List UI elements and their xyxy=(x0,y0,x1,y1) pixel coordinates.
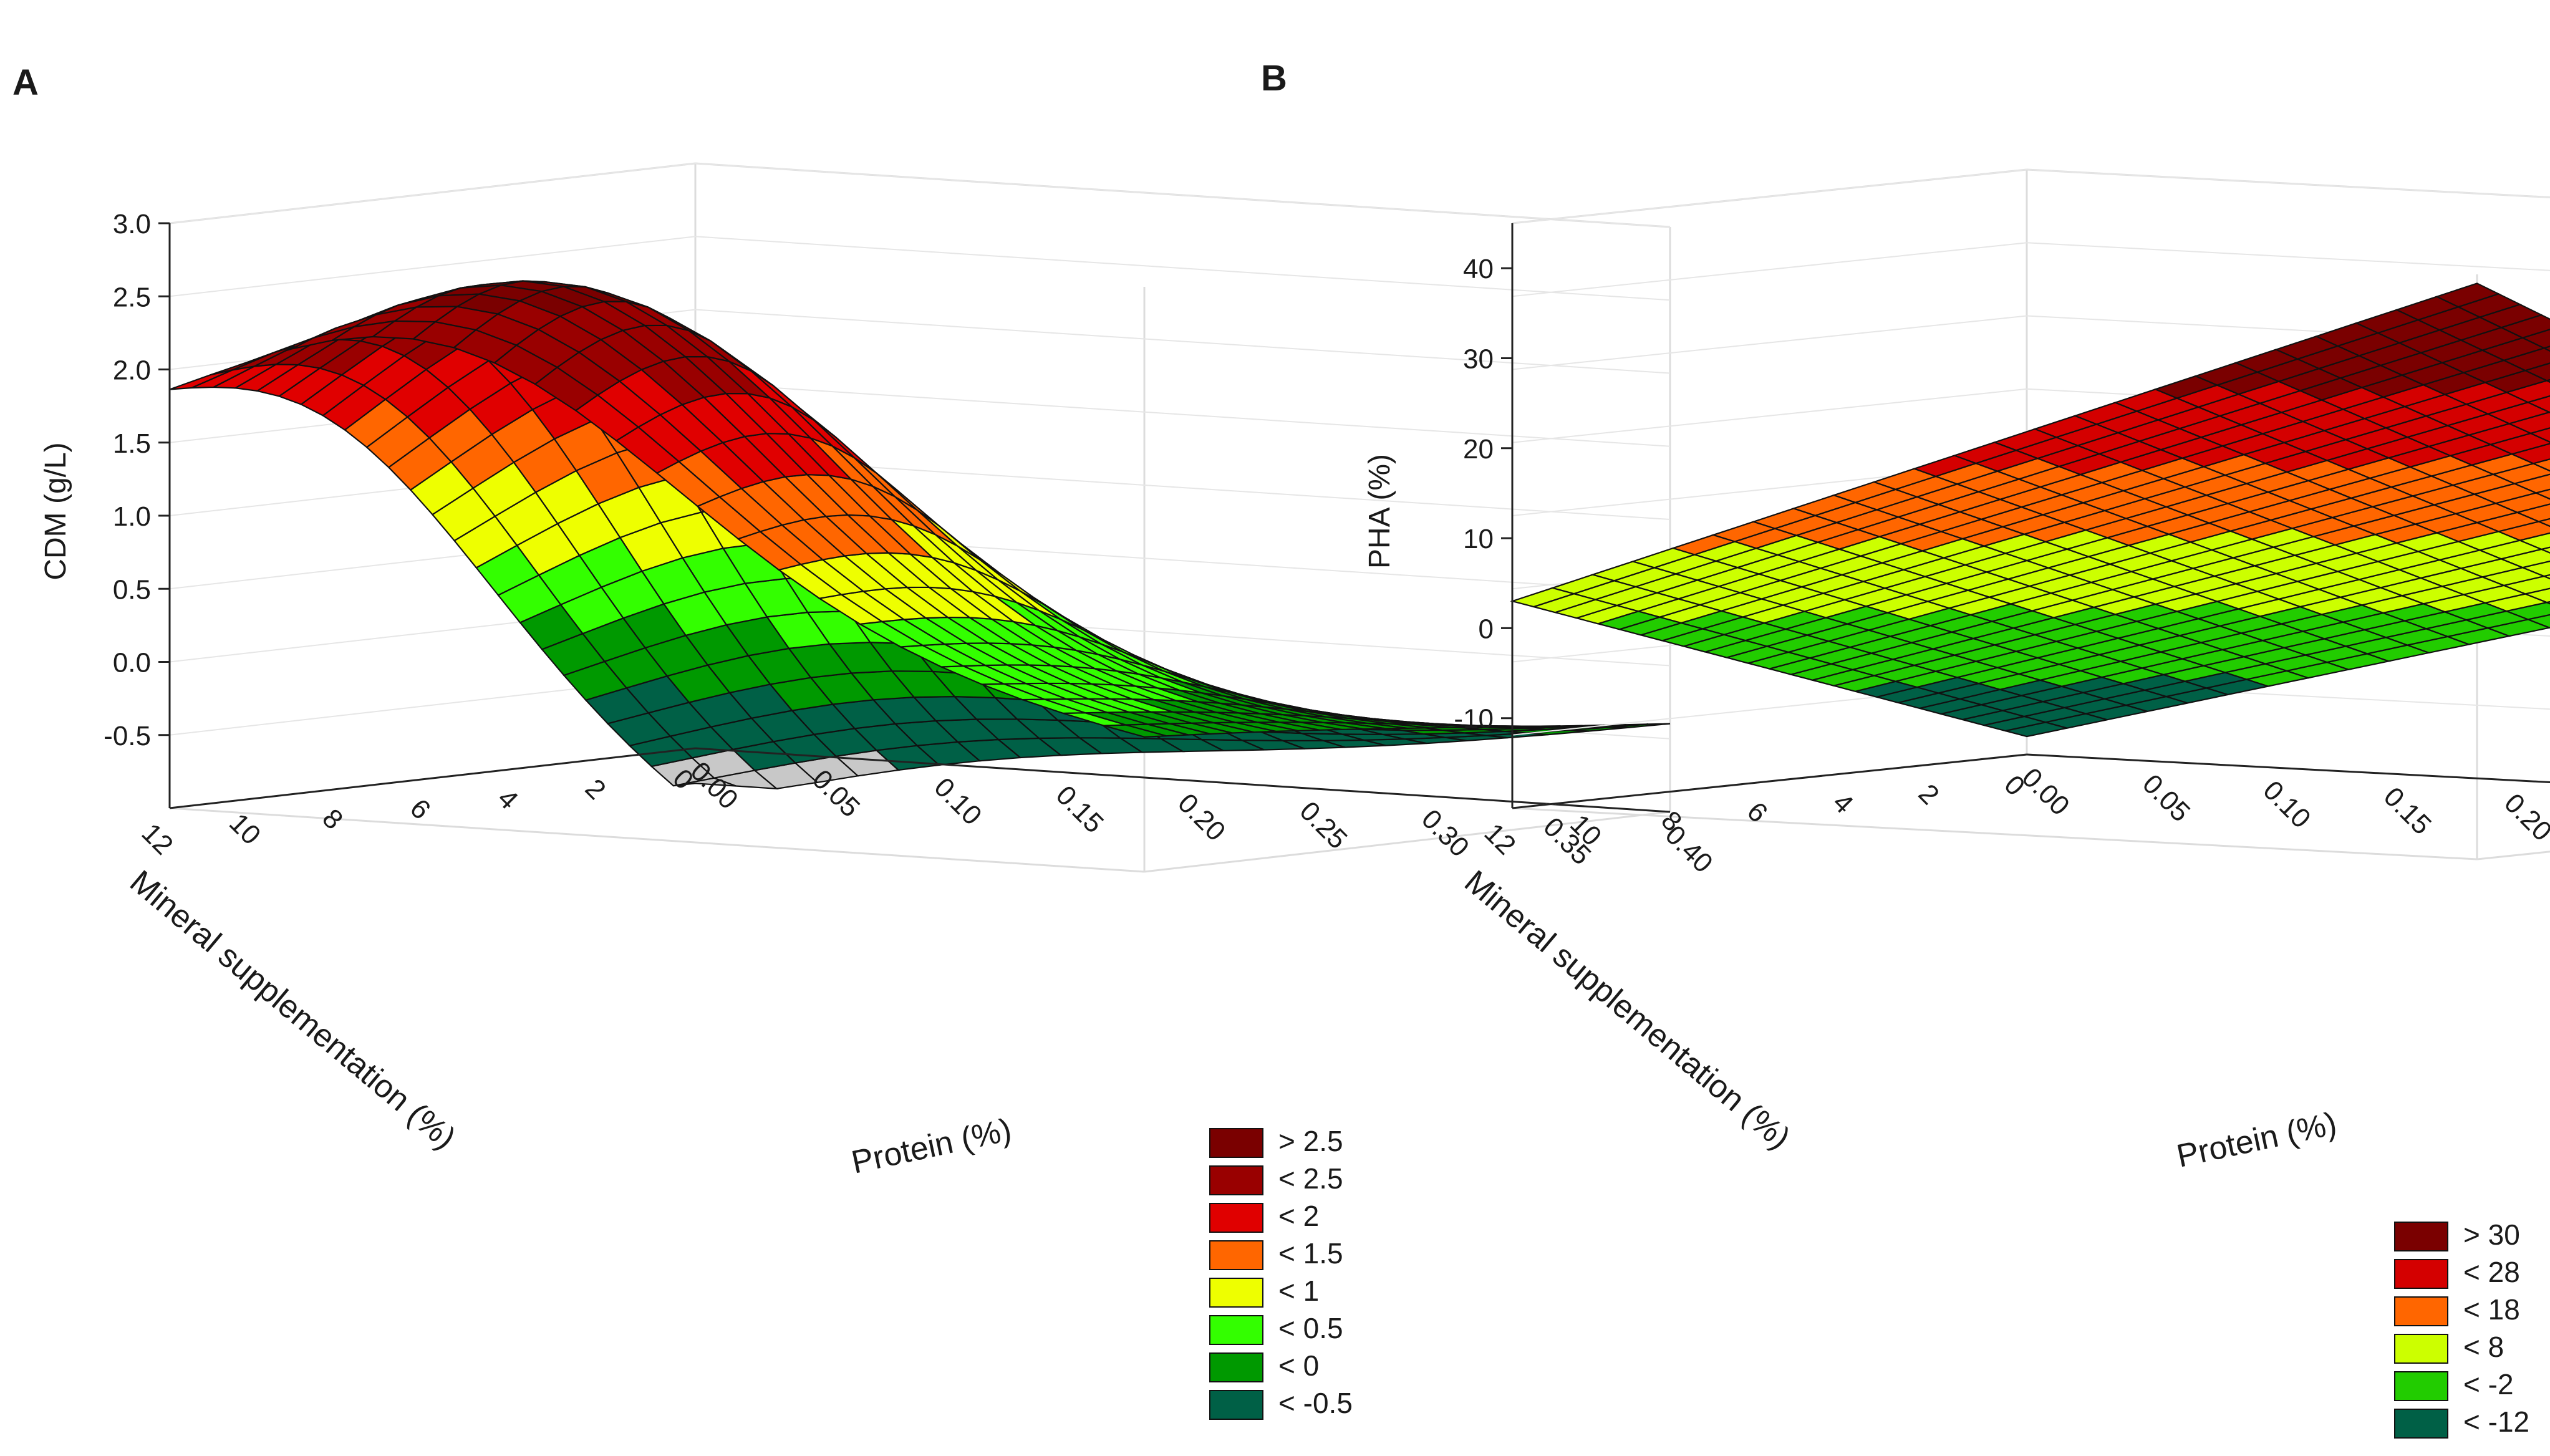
a-z-tick-label: 0.0 xyxy=(113,648,151,678)
a-legend-label: < 0.5 xyxy=(1278,1312,1343,1344)
b-legend-label: < -12 xyxy=(2463,1405,2529,1438)
a-x-tick-label: 6 xyxy=(404,793,437,826)
a-y-tick-label: 0.25 xyxy=(1294,796,1353,855)
chart-a-x-axis-label: Mineral supplementation (%) xyxy=(123,864,462,1157)
chart-a-legend: > 2.5 < 2.5 < 2 < 1.5 < 1 < 0.5 < 0 < -0.5 xyxy=(1209,1125,1353,1420)
a-y-tick-label: 0.10 xyxy=(928,772,987,831)
b-y-axis xyxy=(2026,753,2550,783)
a-y-axis xyxy=(695,747,1671,813)
a-legend-swatch xyxy=(1209,1390,1263,1420)
a-box-edge xyxy=(169,807,1145,873)
a-x-tick-label: 2 xyxy=(579,773,612,806)
a-legend-label: < 2 xyxy=(1278,1200,1319,1232)
b-grid-line xyxy=(1512,315,2550,370)
b-x-tick-label: 6 xyxy=(1741,796,1774,829)
a-legend-swatch xyxy=(1209,1278,1263,1308)
b-legend-label: < -2 xyxy=(2463,1368,2514,1401)
b-legend-label: < 8 xyxy=(2463,1331,2504,1363)
a-z-tick-label: 1.0 xyxy=(113,501,151,532)
a-z-tick-label: 1.5 xyxy=(113,428,151,459)
a-legend-label: < -0.5 xyxy=(1278,1387,1353,1419)
a-legend-label: < 1.5 xyxy=(1278,1237,1343,1270)
a-legend-label: < 2.5 xyxy=(1278,1162,1343,1195)
a-z-tick-label: 2.5 xyxy=(113,282,151,312)
b-legend-swatch xyxy=(2394,1222,2448,1251)
chart-a-z-axis-label: CDM (g/L) xyxy=(39,442,72,580)
a-legend-swatch xyxy=(1209,1240,1263,1270)
chart-b-legend: > 30 < 28 < 18 < 8 < -2 < -12 xyxy=(2394,1218,2529,1439)
b-legend-swatch xyxy=(2394,1296,2448,1326)
a-legend-swatch xyxy=(1209,1165,1263,1195)
b-z-tick-label: 10 xyxy=(1463,524,1494,554)
b-x-tick-label: 12 xyxy=(1479,817,1522,861)
b-z-tick-label: 40 xyxy=(1463,254,1494,284)
b-y-tick-label: 0.00 xyxy=(2016,762,2075,821)
a-z-tick-label: -0.5 xyxy=(104,721,151,751)
b-z-tick-label: 30 xyxy=(1463,344,1494,374)
b-box-edge xyxy=(1512,807,2478,861)
b-grid-line xyxy=(1512,388,2550,443)
b-surface-cell xyxy=(1510,587,1577,608)
a-legend-swatch xyxy=(1209,1128,1263,1158)
b-x-tick-label: 4 xyxy=(1827,787,1859,819)
b-y-tick-label: 0.20 xyxy=(2498,788,2550,847)
a-z-tick-label: 3.0 xyxy=(113,209,151,239)
b-z-tick-label: 0 xyxy=(1479,614,1494,644)
b-z-tick-label: -10 xyxy=(1454,704,1494,735)
a-x-tick-label: 12 xyxy=(136,817,179,861)
b-z-tick-label: 20 xyxy=(1463,434,1494,465)
a-z-tick-label: 2.0 xyxy=(113,355,151,386)
chart-b-y-axis-label: Protein (%) xyxy=(2173,1106,2339,1175)
b-legend-label: < 18 xyxy=(2463,1293,2520,1326)
b-x-axis xyxy=(1512,753,2027,809)
a-x-axis xyxy=(169,747,696,809)
a-z-tick-label: 0.5 xyxy=(113,574,151,605)
a-grid-line xyxy=(169,236,1671,301)
b-y-tick-label: 0.05 xyxy=(2137,768,2196,827)
a-x-tick-label: 4 xyxy=(491,783,524,816)
b-grid-line xyxy=(1512,168,2550,224)
b-box-edge xyxy=(2026,168,2550,198)
panel-a-label: A xyxy=(12,62,39,103)
a-legend-label: > 2.5 xyxy=(1278,1125,1343,1157)
b-y-tick-label: 0.10 xyxy=(2257,775,2316,834)
a-legend-swatch xyxy=(1209,1203,1263,1233)
a-y-tick-label: 0.30 xyxy=(1416,804,1475,863)
a-legend-label: < 1 xyxy=(1278,1275,1319,1307)
chart-b-z-axis-label: PHA (%) xyxy=(1363,454,1396,569)
b-legend-swatch xyxy=(2394,1409,2448,1439)
panel-b-label: B xyxy=(1261,58,1287,99)
b-legend-swatch xyxy=(2394,1371,2448,1401)
b-legend-label: > 30 xyxy=(2463,1218,2520,1251)
chart-a-y-axis-label: Protein (%) xyxy=(848,1112,1014,1181)
b-x-tick-label: 2 xyxy=(1913,778,1945,811)
b-grid-line xyxy=(1512,242,2550,297)
a-legend-swatch xyxy=(1209,1315,1263,1345)
a-grid-line xyxy=(169,162,1671,228)
chart-b-x-axis-label: Mineral supplementation (%) xyxy=(1457,864,1797,1157)
a-box-edge xyxy=(1144,811,1671,873)
a-surface-cell xyxy=(169,369,233,390)
b-y-tick-label: 0.15 xyxy=(2378,781,2437,841)
chart-b-surface xyxy=(1510,282,2550,738)
b-legend-label: < 28 xyxy=(2463,1256,2520,1288)
b-legend-swatch xyxy=(2394,1334,2448,1364)
a-legend-label: < 0 xyxy=(1278,1349,1319,1382)
a-y-tick-label: 0.15 xyxy=(1050,779,1109,839)
a-y-tick-label: 0.20 xyxy=(1172,788,1231,847)
a-legend-swatch xyxy=(1209,1352,1263,1382)
chart-a-surface xyxy=(169,280,1671,790)
b-legend-swatch xyxy=(2394,1259,2448,1289)
